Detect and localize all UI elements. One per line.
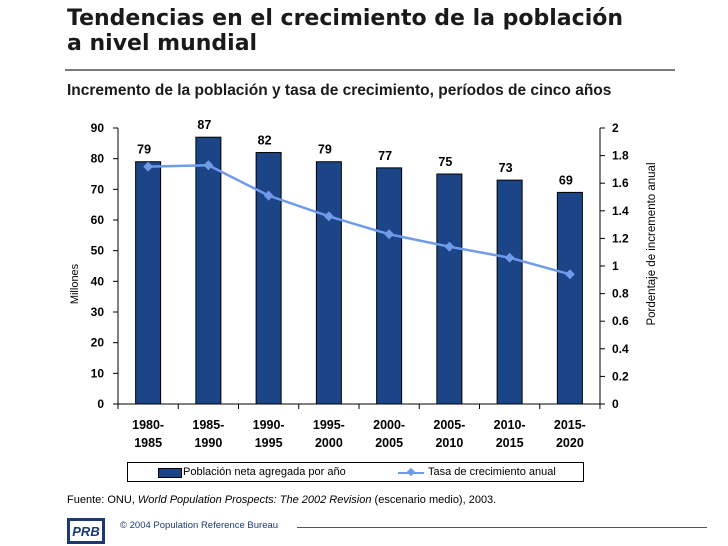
bar-data-label: 82 [258, 134, 272, 148]
bar-data-label: 69 [559, 173, 573, 187]
right-tick-label: 0 [612, 397, 619, 411]
source-title: World Population Prospects: The 2002 Rev… [137, 494, 372, 506]
x-tick-label-line2: 2010 [435, 436, 463, 450]
x-tick-label-line2: 1995 [255, 436, 283, 450]
line-point [384, 229, 395, 240]
right-tick-label: 1.6 [612, 176, 629, 190]
page-title: Tendencias en el crecimiento de la pobla… [67, 6, 707, 56]
bar-data-label: 73 [499, 161, 513, 175]
x-tick-label-line1: 1990- [253, 418, 285, 432]
source-suffix: (escenario medio), 2003. [371, 494, 497, 506]
x-tick-label-line1: 1995- [313, 418, 345, 432]
bar [496, 179, 523, 405]
bar [436, 173, 463, 405]
legend-diamond-marker [406, 467, 416, 477]
right-tick-label: 2 [612, 121, 619, 135]
x-tick-label-line2: 2020 [556, 436, 584, 450]
copyright-notice: © 2004 Population Reference Bureau [120, 520, 279, 531]
legend-bar-label: Población neta agregada por año [183, 466, 346, 478]
title-divider [65, 69, 675, 71]
bar [195, 136, 222, 405]
line-point [143, 161, 154, 172]
x-tick-label-line2: 1985 [134, 436, 162, 450]
x-tick-label-line1: 1985- [192, 418, 224, 432]
right-tick-label: 0.2 [612, 369, 629, 383]
right-tick-label: 0.4 [612, 342, 629, 356]
bar-data-label: 79 [137, 143, 151, 157]
right-tick-label: 0.6 [612, 314, 629, 328]
x-tick-label-line2: 1990 [194, 436, 222, 450]
right-tick-label: 1 [612, 259, 619, 273]
x-tick-label-line2: 2000 [315, 436, 343, 450]
line-point [323, 211, 334, 222]
footer-divider [297, 527, 707, 528]
line-point [504, 252, 515, 263]
left-tick-label: 60 [91, 213, 105, 227]
bar-data-label: 77 [378, 149, 392, 163]
legend-bar-swatch [158, 468, 182, 478]
x-tick-label-line1: 2010- [494, 418, 526, 432]
left-tick-label: 0 [97, 397, 104, 411]
x-tick-label-line2: 2015 [496, 436, 524, 450]
left-tick-label: 70 [91, 182, 105, 196]
chart-subtitle: Incremento de la población y tasa de cre… [67, 82, 612, 99]
chart-legend: Población neta agregada por año Tasa de … [127, 462, 584, 482]
x-tick-label-line1: 2000- [373, 418, 405, 432]
bar [315, 161, 342, 405]
x-tick-label-line1: 2015- [554, 418, 586, 432]
right-tick-label: 1.2 [612, 231, 629, 245]
line-point [444, 241, 455, 252]
title-line-1: Tendencias en el crecimiento de la pobla… [67, 6, 624, 31]
left-tick-label: 80 [91, 152, 105, 166]
x-tick-label-line1: 1980- [132, 418, 164, 432]
x-tick-label-line2: 2005 [375, 436, 403, 450]
growth-rate-line [148, 164, 571, 276]
title-line-2: a nivel mundial [67, 31, 258, 56]
prb-logo: PRB [67, 518, 105, 544]
bar [376, 167, 403, 405]
legend-line-label: Tasa de crecimiento anual [428, 466, 556, 478]
right-tick-label: 0.8 [612, 287, 629, 301]
left-tick-label: 90 [91, 121, 105, 135]
line-point [263, 190, 274, 201]
svg-text:PRB: PRB [72, 524, 99, 539]
bar-data-label: 87 [197, 118, 211, 132]
left-tick-label: 20 [91, 336, 105, 350]
y2-axis-title: Pordentaje de incremento anual [646, 162, 658, 325]
source-note: Fuente: ONU, World Population Prospects:… [67, 494, 496, 506]
y-axis-title: Millones [69, 263, 81, 304]
line-point [203, 160, 214, 171]
right-tick-label: 1.8 [612, 149, 629, 163]
left-tick-label: 40 [91, 274, 105, 288]
right-tick-label: 1.4 [612, 204, 629, 218]
line-point [564, 269, 575, 280]
bar [556, 191, 583, 405]
bar-data-label: 79 [318, 143, 332, 157]
x-tick-label-line1: 2005- [433, 418, 465, 432]
source-prefix: Fuente: ONU, [67, 494, 138, 506]
left-tick-label: 10 [91, 366, 105, 380]
left-tick-label: 30 [91, 305, 105, 319]
bar [135, 161, 162, 405]
left-tick-label: 50 [91, 244, 105, 258]
bar-data-label: 75 [438, 155, 452, 169]
